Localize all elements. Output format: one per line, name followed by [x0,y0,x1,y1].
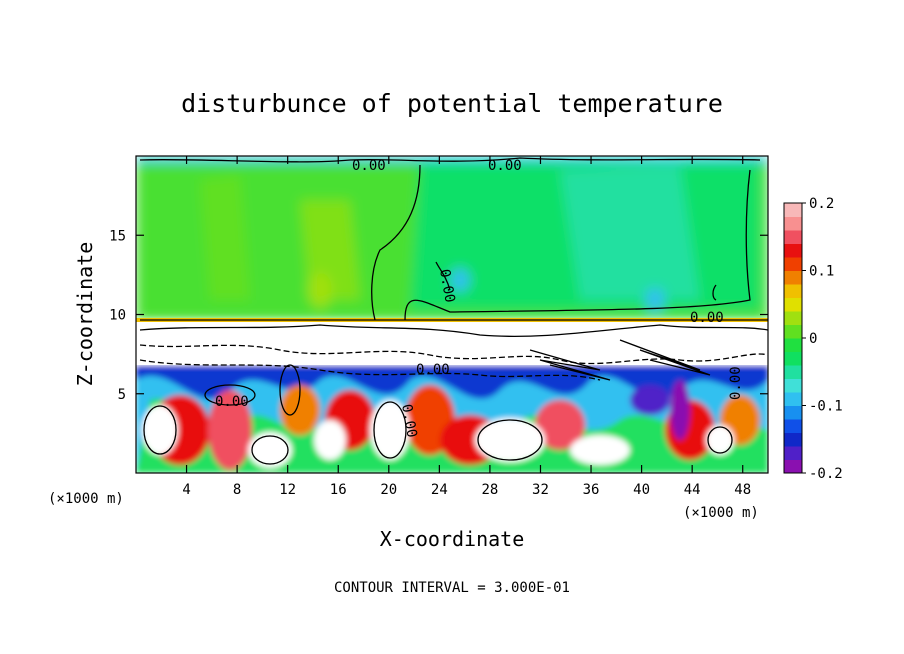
x-tick-label: 32 [532,482,549,498]
x-unit-right: (×1000 m) [683,505,759,521]
y-tick-label: 10 [109,308,126,324]
colorbar-tick-label: 0 [809,331,817,347]
contour-label: 0.00 [690,310,724,326]
colorbar-tick-label: 0.1 [809,264,834,280]
colorbar-swatch [784,446,802,460]
colorbar-swatch [784,243,802,258]
colorbar-swatch [784,392,802,406]
contour-lines [139,157,768,465]
x-tick-label: 8 [233,482,241,498]
contour-label: 0.00 [416,362,450,378]
colorbar-swatch [784,365,802,379]
colorbar-swatch [784,338,802,352]
x-axis: 4 8 12 16 20 24 28 32 36 40 44 48 [182,156,751,498]
x-axis-label: X-coordinate [380,527,525,551]
x-tick-label: 40 [633,482,650,498]
contour-label: 0.00 [352,158,386,174]
colorbar-swatch [784,203,802,217]
contour-label: 0.00 [488,158,522,174]
contour-label: 0.00 [728,366,744,400]
colorbar-swatch [784,419,802,433]
colorbar-tick-label: 0.2 [809,196,834,212]
contour-label: 0.00 [398,403,420,439]
colorbar-swatch [784,378,802,393]
colorbar-swatch [784,324,802,339]
colorbar-tick-label: -0.1 [809,399,843,415]
x-tick-label: 48 [734,482,751,498]
colorbar-swatch [784,297,802,312]
plot-area: 0.00 0.00 0.00 0.00 0.00 0.00 0.00 0.00 [136,156,768,473]
chart-title: disturbunce of potential temperature [181,89,723,118]
colorbar-swatch [784,216,802,231]
x-tick-label: 4 [182,482,190,498]
colorbar-swatch [784,257,802,271]
x-tick-label: 36 [583,482,600,498]
y-axis: 5 10 15 [109,228,768,403]
x-tick-label: 24 [431,482,448,498]
colorbar-swatch [784,459,802,474]
colorbar-swatch [784,230,802,244]
colorbar-swatch [784,351,802,366]
contour-labels: 0.00 0.00 0.00 0.00 0.00 0.00 0.00 0.00 [215,158,744,439]
field-lower [136,320,768,473]
y-tick-label: 15 [109,228,126,244]
colorbar: 0.2 0.1 0 -0.1 -0.2 [783,196,843,482]
colorbar-swatch [784,405,802,420]
x-tick-label: 12 [279,482,296,498]
contour-interval-note: CONTOUR INTERVAL = 3.000E-01 [334,580,570,596]
y-tick-label: 5 [118,387,126,403]
x-unit-left: (×1000 m) [48,491,124,507]
contour-label: 0.00 [436,268,458,304]
x-tick-label: 28 [481,482,498,498]
contour-label: 0.00 [215,394,249,410]
colorbar-swatch [784,270,802,285]
colorbar-tick-label: -0.2 [809,466,843,482]
colorbar-swatch [784,432,802,447]
colorbar-swatch [784,311,802,325]
y-axis-label: Z-coordinate [73,242,97,387]
x-tick-label: 16 [330,482,347,498]
x-tick-label: 20 [380,482,397,498]
colorbar-swatch [784,284,802,298]
field-upper [136,156,768,321]
x-tick-label: 44 [684,482,701,498]
